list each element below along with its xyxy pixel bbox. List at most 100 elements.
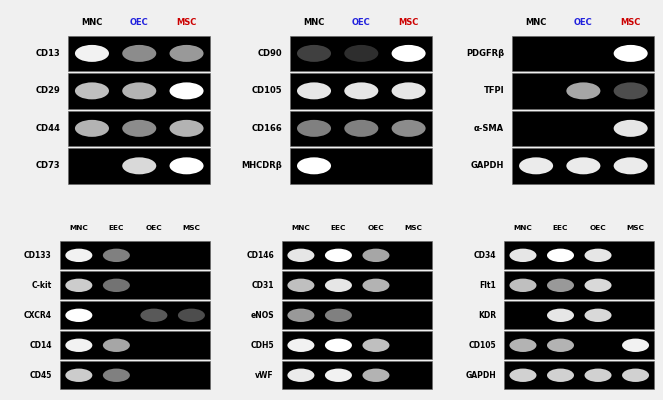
Text: MSC: MSC [176, 18, 197, 27]
Text: TFPI: TFPI [483, 86, 505, 95]
Ellipse shape [585, 368, 611, 382]
Ellipse shape [287, 309, 314, 322]
Bar [282, 271, 432, 299]
Text: MNC: MNC [70, 225, 88, 231]
Bar [290, 36, 432, 71]
Ellipse shape [170, 45, 204, 62]
Ellipse shape [75, 82, 109, 99]
Text: GAPDH: GAPDH [465, 371, 496, 380]
Text: EEC: EEC [553, 225, 568, 231]
Text: OEC: OEC [574, 18, 593, 27]
Text: MNC: MNC [525, 18, 547, 27]
Ellipse shape [622, 338, 649, 352]
Text: MSC: MSC [182, 225, 200, 231]
Text: OEC: OEC [352, 18, 371, 27]
Ellipse shape [141, 309, 168, 322]
Ellipse shape [622, 368, 649, 382]
Text: CD105: CD105 [251, 86, 282, 95]
Ellipse shape [66, 368, 92, 382]
Text: α-SMA: α-SMA [474, 124, 505, 133]
Ellipse shape [325, 338, 352, 352]
Bar [505, 361, 654, 389]
Ellipse shape [614, 157, 648, 174]
Text: CD166: CD166 [251, 124, 282, 133]
Text: MSC: MSC [621, 18, 641, 27]
Ellipse shape [566, 82, 601, 99]
Ellipse shape [614, 45, 648, 62]
Ellipse shape [614, 120, 648, 137]
Text: MSC: MSC [404, 225, 422, 231]
Text: CD44: CD44 [35, 124, 60, 133]
Ellipse shape [585, 309, 611, 322]
Bar [290, 73, 432, 108]
Text: CD14: CD14 [29, 341, 52, 350]
Ellipse shape [103, 279, 130, 292]
Ellipse shape [66, 338, 92, 352]
Bar [290, 148, 432, 184]
Text: MNC: MNC [304, 18, 325, 27]
Bar [282, 301, 432, 329]
Ellipse shape [103, 368, 130, 382]
Ellipse shape [509, 249, 536, 262]
Bar [60, 241, 210, 269]
Text: OEC: OEC [146, 225, 162, 231]
Ellipse shape [122, 45, 156, 62]
Bar [68, 73, 210, 108]
Ellipse shape [170, 82, 204, 99]
Ellipse shape [66, 249, 92, 262]
Ellipse shape [585, 279, 611, 292]
Ellipse shape [287, 249, 314, 262]
Text: GAPDH: GAPDH [471, 161, 505, 170]
Bar [505, 241, 654, 269]
Bar [512, 36, 654, 71]
Ellipse shape [75, 120, 109, 137]
Text: OEC: OEC [130, 18, 149, 27]
Ellipse shape [122, 157, 156, 174]
Ellipse shape [325, 368, 352, 382]
Ellipse shape [363, 368, 389, 382]
Ellipse shape [297, 45, 331, 62]
Bar [290, 111, 432, 146]
Text: OEC: OEC [589, 225, 607, 231]
Ellipse shape [363, 279, 389, 292]
Ellipse shape [325, 279, 352, 292]
Text: MNC: MNC [292, 225, 310, 231]
Bar [512, 111, 654, 146]
Ellipse shape [547, 249, 574, 262]
Ellipse shape [297, 120, 331, 137]
Ellipse shape [170, 120, 204, 137]
Text: EEC: EEC [331, 225, 346, 231]
Ellipse shape [325, 249, 352, 262]
Ellipse shape [509, 338, 536, 352]
Text: CD29: CD29 [35, 86, 60, 95]
Ellipse shape [363, 338, 389, 352]
Ellipse shape [547, 368, 574, 382]
Ellipse shape [585, 249, 611, 262]
Bar [505, 301, 654, 329]
Text: MSC: MSC [398, 18, 419, 27]
Ellipse shape [103, 338, 130, 352]
Ellipse shape [344, 120, 379, 137]
Text: MSC: MSC [627, 225, 644, 231]
Text: OEC: OEC [368, 225, 385, 231]
Text: CD73: CD73 [35, 161, 60, 170]
Bar [505, 271, 654, 299]
Text: EEC: EEC [109, 225, 124, 231]
Bar [68, 111, 210, 146]
Ellipse shape [287, 338, 314, 352]
Ellipse shape [519, 157, 553, 174]
Ellipse shape [122, 82, 156, 99]
Bar [60, 301, 210, 329]
Text: eNOS: eNOS [251, 311, 274, 320]
Ellipse shape [547, 279, 574, 292]
Ellipse shape [178, 309, 205, 322]
Ellipse shape [392, 45, 426, 62]
Text: CD146: CD146 [246, 251, 274, 260]
Text: CD13: CD13 [35, 49, 60, 58]
Text: vWF: vWF [255, 371, 274, 380]
Bar [68, 148, 210, 184]
Ellipse shape [297, 157, 331, 174]
Text: CD34: CD34 [473, 251, 496, 260]
Text: PDGFRβ: PDGFRβ [466, 49, 505, 58]
Ellipse shape [66, 309, 92, 322]
